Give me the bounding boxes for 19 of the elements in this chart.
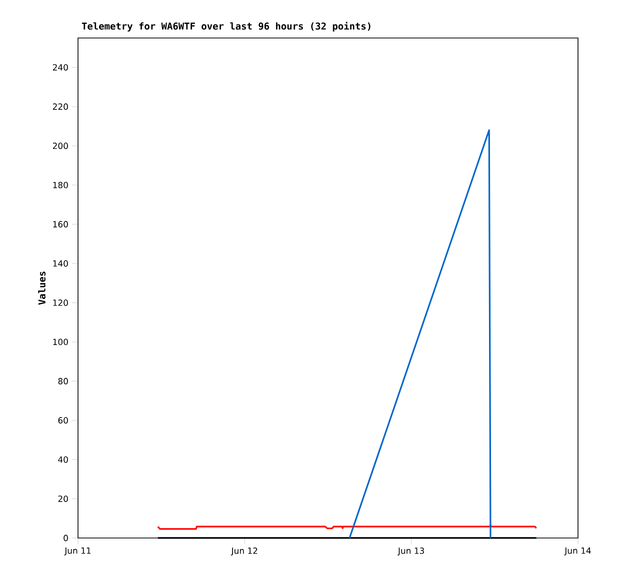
y-tick-label: 60 <box>58 417 68 424</box>
x-tick-label: Jun 12 <box>230 548 258 556</box>
y-tick-label: 0 <box>64 534 68 542</box>
y-axis-title: Values <box>38 272 46 305</box>
y-tick-label: 120 <box>53 299 68 306</box>
y-tick-label: 240 <box>52 64 68 71</box>
y-tick-label: 80 <box>58 378 68 384</box>
y-tick-label: 40 <box>58 456 68 463</box>
y-tick-label: 20 <box>58 496 68 502</box>
y-tick-label: 180 <box>53 182 68 188</box>
x-tick-label: Jun 13 <box>398 548 424 556</box>
x-tick-label: Jun 11 <box>64 548 91 556</box>
y-tick-label: 100 <box>53 338 68 346</box>
y-tick-label: 140 <box>53 260 68 267</box>
x-tick-label: Jun 14 <box>564 548 591 556</box>
y-tick-label: 160 <box>53 221 68 228</box>
chart-title: Telemetry for WA6WTF over last 96 hours (32 points) <box>82 22 370 32</box>
y-tick-label: 220 <box>52 103 68 110</box>
y-tick-label: 200 <box>52 142 68 150</box>
